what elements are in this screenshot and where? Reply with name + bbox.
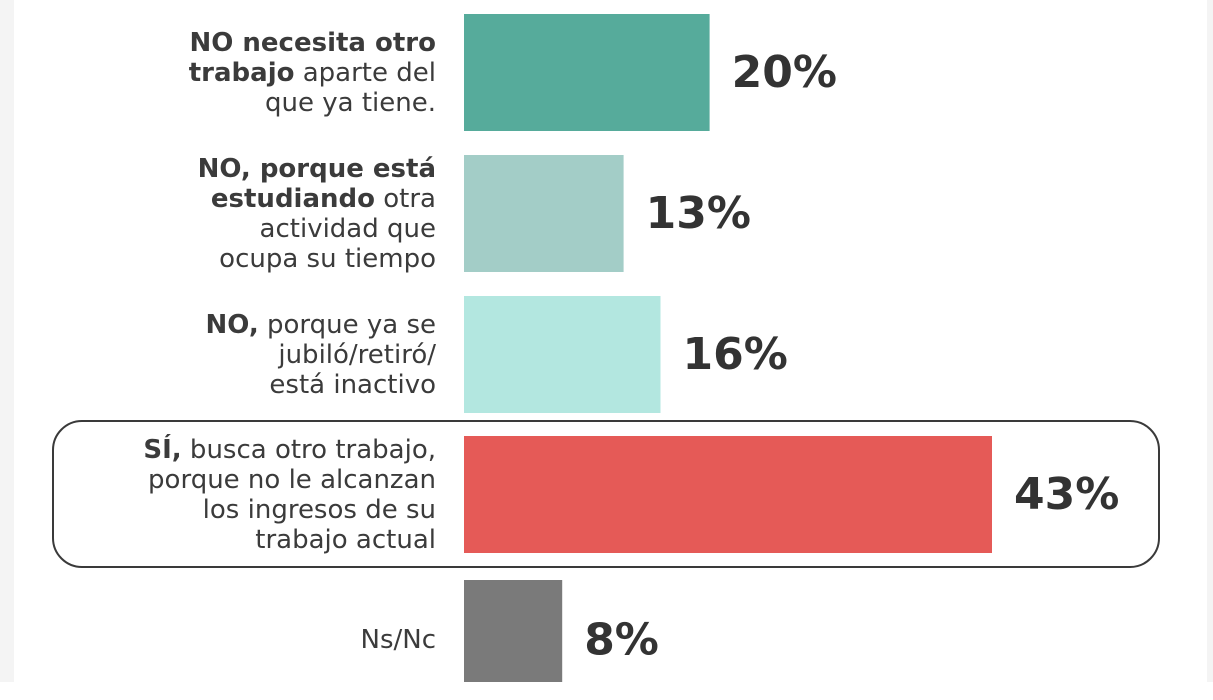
category-label-line: estudiando otra — [211, 184, 436, 214]
category-label-bold: NO necesita otro — [189, 27, 437, 58]
value-label-4: 43% — [1014, 469, 1119, 520]
category-label-line: que ya tiene. — [265, 88, 436, 118]
left-border-strip — [0, 0, 14, 682]
category-label-line: está inactivo — [269, 370, 436, 400]
bar-chart: 20% 13% 16% 43% 8% — [464, 14, 1119, 682]
category-label-text: otra — [375, 183, 436, 214]
category-label-line: NO necesita otro — [190, 28, 437, 58]
category-label-text: trabajo actual — [255, 524, 436, 555]
category-label-text: aparte del — [294, 57, 436, 88]
category-label-3: NO, porque ya se jubiló/retiró/está inact… — [56, 296, 436, 413]
bar-3 — [464, 296, 661, 413]
category-label-line: los ingresos de su — [203, 495, 436, 525]
value-label-1: 20% — [732, 47, 837, 98]
category-label-line: trabajo aparte del — [189, 58, 436, 88]
category-label-line: Ns/Nc — [361, 625, 437, 655]
category-label-text: que ya tiene. — [265, 87, 436, 118]
category-label-line: porque no le alcanzan — [148, 465, 436, 495]
value-label-2: 13% — [646, 188, 751, 239]
category-label-1: NO necesita otro trabajo aparte del que ya… — [56, 14, 436, 131]
bar-5 — [464, 580, 563, 682]
category-label-line: SÍ, busca otro trabajo, — [143, 435, 436, 465]
category-label-line: ocupa su tiempo — [219, 244, 436, 274]
bar-1 — [464, 14, 710, 131]
category-label-text: Ns/Nc — [360, 625, 437, 655]
highlight-frame — [52, 420, 1160, 568]
category-label-text: ocupa su tiempo — [219, 243, 436, 274]
category-label-text: porque no le alcanzan — [148, 464, 436, 495]
category-label-bold: SÍ, — [143, 434, 182, 465]
category-label-text: porque ya se — [258, 309, 436, 340]
category-label-line: trabajo actual — [255, 525, 436, 555]
category-label-5: Ns/Nc — [56, 580, 437, 700]
bar-2 — [464, 155, 624, 272]
category-label-bold: trabajo — [188, 57, 295, 88]
category-label-text: los ingresos de su — [202, 494, 436, 525]
category-label-text: está inactivo — [269, 369, 436, 400]
category-label-bold: estudiando — [210, 183, 375, 214]
value-label-3: 16% — [683, 329, 788, 380]
value-label-5: 8% — [584, 615, 659, 666]
bar-4 — [464, 436, 992, 553]
category-label-bold: NO, — [205, 309, 259, 340]
category-label-2: NO, porque está estudiando otra actividad … — [56, 154, 436, 274]
category-label-line: jubiló/retiró/ — [278, 340, 436, 370]
category-label-bold: NO, porque está — [197, 153, 436, 184]
category-label-line: NO, porque está — [198, 154, 436, 184]
category-label-line: NO, porque ya se — [206, 310, 436, 340]
category-label-text: jubiló/retiró/ — [278, 339, 436, 370]
category-label-text: busca otro trabajo, — [181, 434, 436, 465]
right-border-strip — [1207, 0, 1213, 682]
category-label-text: actividad que — [259, 213, 436, 244]
category-label-line: actividad que — [260, 214, 436, 244]
category-label-4: SÍ, busca otro trabajo, porque no le alca… — [56, 435, 436, 555]
